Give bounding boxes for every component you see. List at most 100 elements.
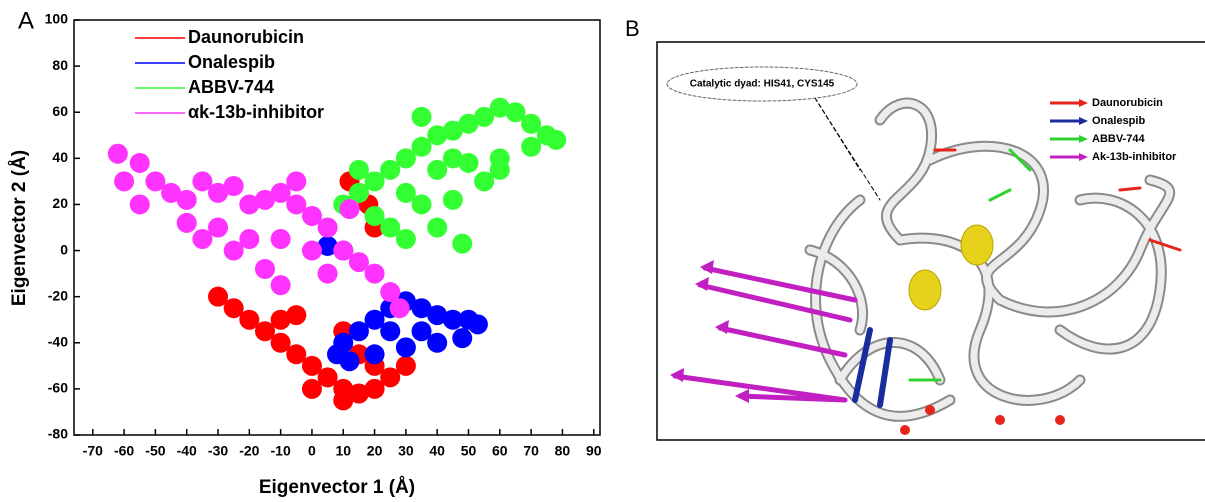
- point: [505, 102, 526, 123]
- point: [301, 240, 322, 261]
- point: [348, 159, 369, 180]
- point: [317, 263, 338, 284]
- point: [286, 171, 307, 192]
- point: [489, 97, 510, 118]
- x-tick-label: 60: [492, 443, 508, 459]
- legend-label: Onalespib: [188, 52, 275, 72]
- point: [348, 252, 369, 273]
- x-tick-label: -30: [208, 443, 228, 459]
- point: [380, 321, 401, 342]
- point: [239, 229, 260, 250]
- point: [270, 275, 291, 296]
- y-tick-label: 80: [52, 57, 68, 73]
- point: [521, 113, 542, 134]
- point: [380, 217, 401, 238]
- point: [223, 298, 244, 319]
- point: [317, 367, 338, 388]
- x-tick-label: -20: [239, 443, 259, 459]
- point: [208, 182, 229, 203]
- plot-area: [107, 97, 567, 411]
- y-tick-label: -80: [48, 426, 68, 442]
- annotation: Catalytic dyad: HIS41, CYS145: [690, 79, 835, 90]
- x-tick-label: 20: [367, 443, 383, 459]
- legend-arrowhead: [1079, 153, 1088, 161]
- point: [389, 298, 410, 319]
- point: [411, 194, 432, 215]
- point: [458, 113, 479, 134]
- point: [442, 189, 463, 210]
- point: [364, 263, 385, 284]
- point: [364, 378, 385, 399]
- legend-label: ABBV-744: [1092, 133, 1145, 145]
- point: [467, 314, 488, 335]
- point: [364, 309, 385, 330]
- point: [317, 217, 338, 238]
- y-axis-title: Eigenvector 2 (Å): [9, 150, 30, 306]
- protein-structure: [666, 66, 1182, 435]
- point: [339, 199, 360, 220]
- point: [380, 282, 401, 303]
- point: [452, 328, 473, 349]
- point: [442, 148, 463, 169]
- point: [427, 332, 448, 353]
- legend-label: Ak-13b-inhibitor: [1092, 151, 1177, 163]
- point: [395, 337, 416, 358]
- point: [161, 182, 182, 203]
- y-tick-label: 0: [60, 241, 68, 257]
- point: [254, 321, 275, 342]
- x-tick-label: 30: [398, 443, 414, 459]
- point: [411, 298, 432, 319]
- x-tick-label: -40: [177, 443, 197, 459]
- panel-label: B: [625, 16, 640, 41]
- point: [270, 332, 291, 353]
- point: [114, 171, 135, 192]
- point: [333, 332, 354, 353]
- legend-arrowhead: [1079, 135, 1088, 143]
- point: [452, 233, 473, 254]
- point: [176, 189, 197, 210]
- y-tick-label: -20: [48, 287, 68, 303]
- x-tick-label: 10: [335, 443, 351, 459]
- point: [348, 321, 369, 342]
- point: [333, 240, 354, 261]
- x-tick-label: -10: [271, 443, 291, 459]
- point: [380, 367, 401, 388]
- legend-label: Daunorubicin: [188, 27, 304, 47]
- point: [286, 305, 307, 326]
- x-tick-label: 0: [308, 443, 316, 459]
- point: [192, 171, 213, 192]
- point: [395, 355, 416, 376]
- x-tick-label: 90: [586, 443, 602, 459]
- point: [129, 152, 150, 173]
- point: [239, 194, 260, 215]
- point: [458, 152, 479, 173]
- point: [395, 148, 416, 169]
- point: [176, 212, 197, 233]
- panel-label: A: [18, 7, 34, 34]
- point: [427, 125, 448, 146]
- point: [239, 309, 260, 330]
- y-tick-label: 60: [52, 103, 68, 119]
- point: [286, 194, 307, 215]
- point: [364, 344, 385, 365]
- y-tick-label: -40: [48, 333, 68, 349]
- point: [364, 205, 385, 226]
- y-tick-label: 40: [52, 149, 68, 165]
- point: [395, 229, 416, 250]
- x-tick-label: 70: [523, 443, 539, 459]
- x-tick-label: -50: [145, 443, 165, 459]
- legend-arrowhead: [1079, 99, 1088, 107]
- point: [395, 182, 416, 203]
- point: [192, 229, 213, 250]
- point: [546, 129, 567, 150]
- point: [411, 106, 432, 127]
- series: [333, 97, 567, 254]
- legend-label: ABBV-744: [188, 77, 274, 97]
- point: [270, 229, 291, 250]
- point: [107, 143, 128, 164]
- y-tick-label: -60: [48, 380, 68, 396]
- point: [521, 136, 542, 157]
- point: [348, 182, 369, 203]
- legend-label: Daunorubicin: [1092, 97, 1163, 109]
